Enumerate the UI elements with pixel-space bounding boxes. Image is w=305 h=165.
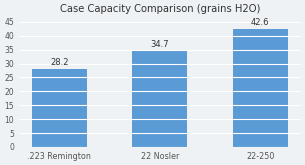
Text: 28.2: 28.2 — [50, 58, 69, 67]
Bar — [233, 29, 288, 147]
Bar — [32, 69, 87, 147]
Bar — [132, 50, 188, 147]
Text: 34.7: 34.7 — [150, 40, 169, 49]
Text: 42.6: 42.6 — [251, 18, 270, 27]
Title: Case Capacity Comparison (grains H2O): Case Capacity Comparison (grains H2O) — [59, 4, 260, 14]
